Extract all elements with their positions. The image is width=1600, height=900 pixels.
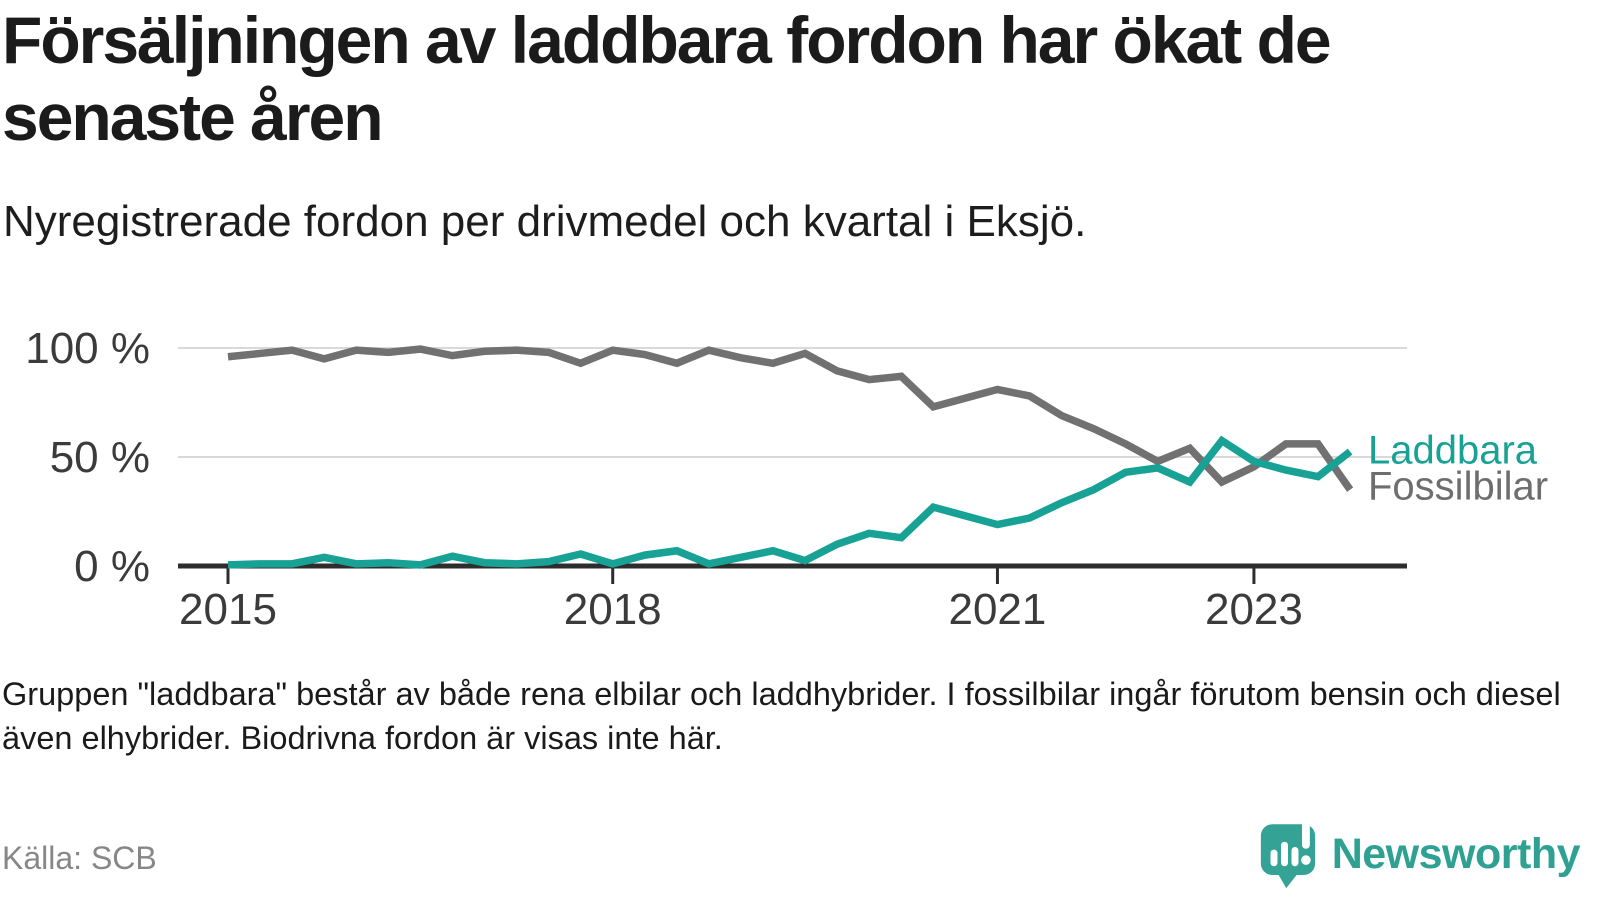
x-tick-label-2023: 2023 [1205,585,1303,634]
newsworthy-logo[interactable]: Newsworthy [1260,818,1581,890]
x-tick-label-2018: 2018 [564,585,662,634]
chart-title: Försäljningen av laddbara fordon har öka… [2,3,1332,154]
chart-subtitle: Nyregistrerade fordon per drivmedel och … [3,197,1087,246]
source-caption: Källa: SCB [2,840,157,876]
y-tick-label-50: 50 % [50,433,150,482]
y-tick-label-0: 0 % [74,542,150,591]
newsworthy-logo-icon [1260,819,1316,889]
series-label-fossilbilar: Fossilbilar [1368,465,1548,509]
series-line-laddbara [227,435,1353,569]
series-label-laddbara: Laddbara [1368,429,1538,473]
chart-footnote: Gruppen "laddbara" består av både rena e… [2,676,1561,756]
series-line-fossilbilar [227,345,1354,492]
x-tick-label-2021: 2021 [948,585,1046,634]
x-tick-label-2015: 2015 [179,585,277,634]
newsworthy-wordmark: Newsworthy [1331,829,1581,878]
y-tick-label-100: 100 % [25,324,150,373]
